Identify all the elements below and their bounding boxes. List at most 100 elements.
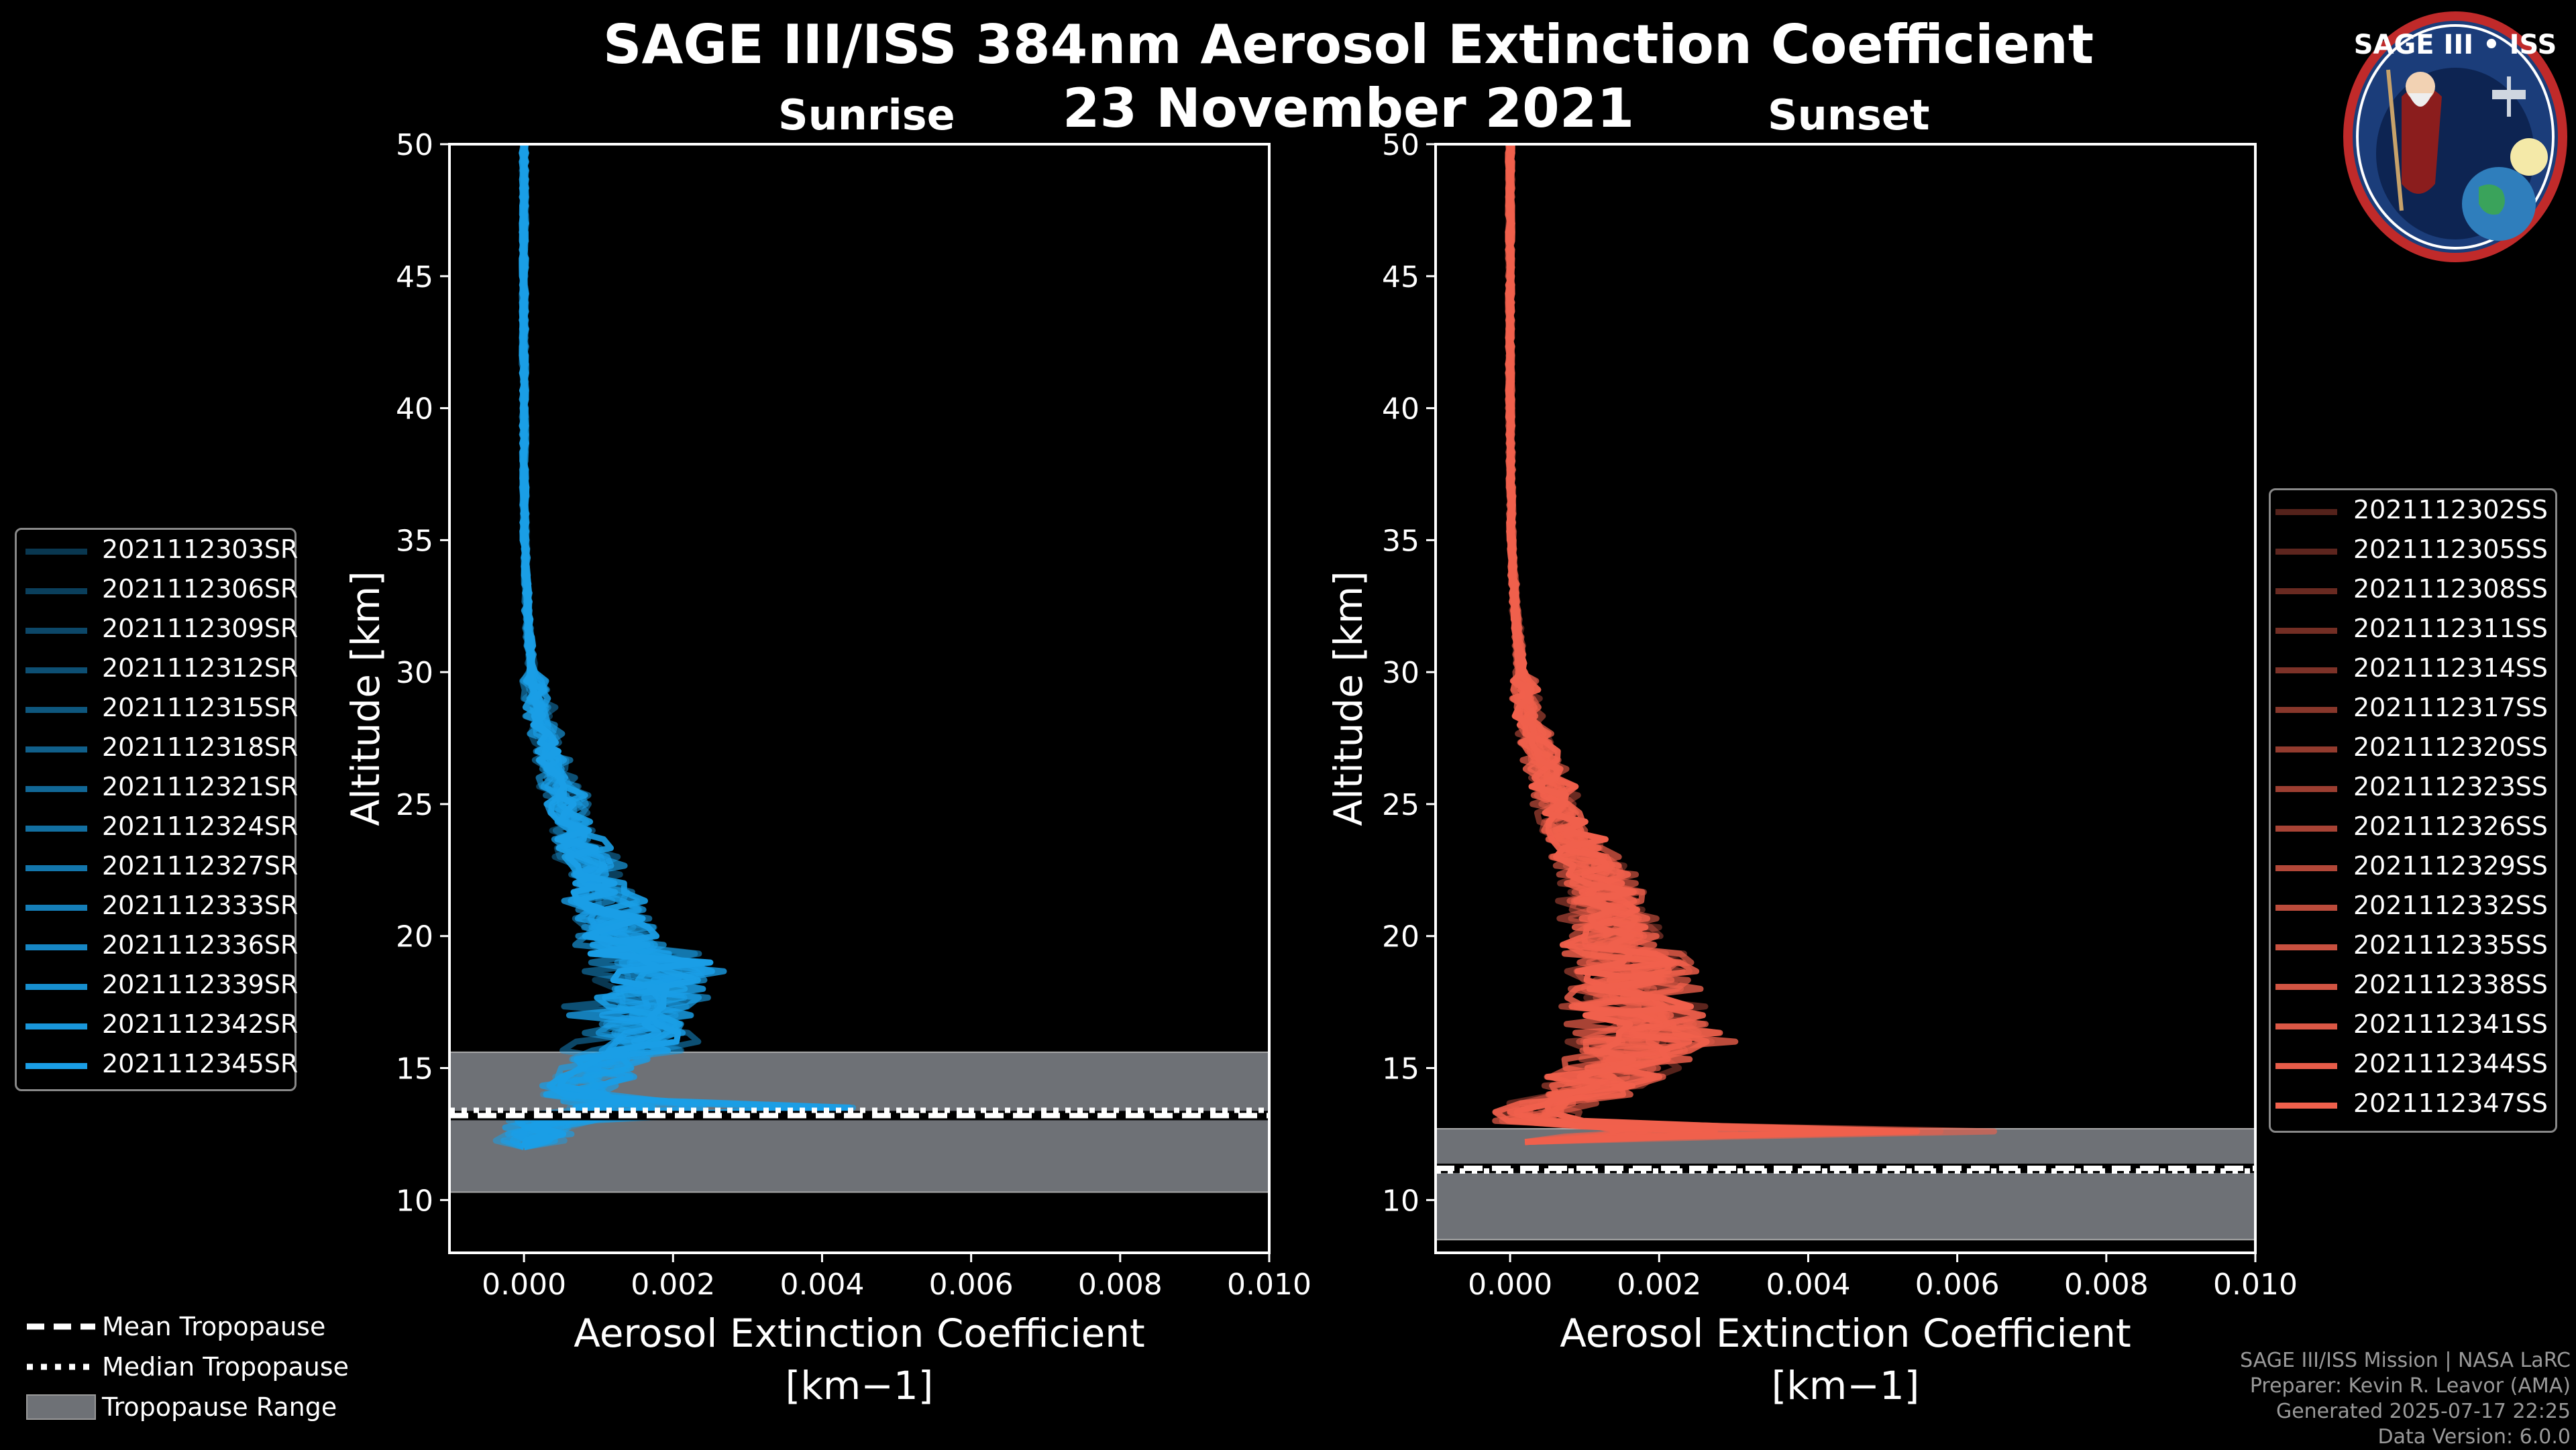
sunset-axes-frame	[1434, 143, 2257, 1254]
legend-item-2021112309SR: 2021112309SR	[102, 614, 299, 643]
sunset-ytick-label: 25	[1382, 788, 1419, 822]
sunrise-ytick-label: 45	[396, 260, 433, 294]
sunrise-xtick-label: 0.000	[482, 1268, 566, 1302]
sunrise-ytick-label: 15	[396, 1052, 433, 1086]
sunset-xtick-label: 0.006	[1915, 1268, 2000, 1302]
sunset-ytick-label: 45	[1382, 260, 1419, 294]
legend-item-2021112345SR: 2021112345SR	[102, 1049, 299, 1078]
legend-item-2021112333SR: 2021112333SR	[102, 891, 299, 920]
legend-swatch	[2275, 1063, 2337, 1069]
legend-swatch	[2275, 944, 2337, 950]
sunrise-xtick-label: 0.002	[631, 1268, 715, 1302]
sage-iss-logo: SAGE III • ISS	[2341, 9, 2569, 264]
sunset-profile-2021112347SS	[1505, 144, 1921, 1146]
legend-swatch	[25, 1023, 87, 1029]
sunset-ytick-label: 40	[1382, 392, 1419, 427]
sunrise-subtitle: Sunrise	[778, 91, 955, 140]
sunrise-plot: 10 15 20 25 30 35 40 45 50 0.000 0.002 0.004 0.006 0.…	[343, 128, 1311, 1408]
sunrise-xtick-label: 0.004	[780, 1268, 864, 1302]
sunrise-ytick-label: 30	[396, 656, 433, 690]
sunset-ylabel: Altitude [km]	[1326, 571, 1371, 826]
legend-swatch	[25, 588, 87, 594]
credits-mission: SAGE III/ISS Mission | NASA LaRC	[2240, 1349, 2571, 1372]
legend-item-2021112314SS: 2021112314SS	[2353, 653, 2548, 683]
sunrise-xtick-label: 0.006	[929, 1268, 1014, 1302]
legend-item-2021112327SR: 2021112327SR	[102, 851, 299, 881]
sunset-profiles	[1492, 144, 1997, 1146]
legend-item-2021112329SS: 2021112329SS	[2353, 851, 2548, 881]
legend-item-2021112302SS: 2021112302SS	[2353, 495, 2548, 524]
legend-swatch	[2275, 707, 2337, 713]
legend-item-2021112332SS: 2021112332SS	[2353, 891, 2548, 920]
sunset-ytick-label: 20	[1382, 920, 1419, 954]
sunset-xtick-label: 0.004	[1766, 1268, 1850, 1302]
legend-item-2021112342SR: 2021112342SR	[102, 1009, 299, 1039]
sunrise-ytick-label: 20	[396, 920, 433, 954]
tropopause-legend-swatches	[26, 1323, 96, 1420]
legend-swatch	[25, 707, 87, 713]
legend-swatch	[2275, 984, 2337, 990]
sunset-xtick-label: 0.010	[2213, 1268, 2298, 1302]
legend-swatch	[2275, 786, 2337, 792]
sunrise-ytick-label: 10	[396, 1184, 433, 1218]
sunset-xtick-label: 0.008	[2064, 1268, 2149, 1302]
sunrise-axes-frame	[448, 143, 1271, 1254]
legend-swatch	[2275, 549, 2337, 555]
credits-preparer: Preparer: Kevin R. Leavor (AMA)	[2249, 1374, 2571, 1398]
legend-swatch	[25, 826, 87, 832]
sunrise-xtick-label: 0.010	[1227, 1268, 1311, 1302]
legend-swatch	[2275, 905, 2337, 911]
sunset-xtick-label: 0.002	[1617, 1268, 1701, 1302]
legend-swatch	[2275, 1023, 2337, 1029]
sunrise-profiles	[492, 144, 857, 1151]
sunset-ytick-label: 10	[1382, 1184, 1419, 1218]
legend-median-tropopause: Median Tropopause	[102, 1352, 349, 1382]
legend-item-2021112341SS: 2021112341SS	[2353, 1009, 2548, 1039]
sunset-xlabel-unit: [km−1]	[1772, 1363, 1920, 1408]
sunrise-ytick-label: 25	[396, 788, 433, 822]
legend-mean-tropopause: Mean Tropopause	[102, 1312, 326, 1341]
credits-generated: Generated 2025-07-17 22:25	[2275, 1400, 2571, 1423]
legend-swatch	[25, 549, 87, 555]
sunset-ytick-label: 35	[1382, 524, 1419, 558]
legend-item-2021112326SS: 2021112326SS	[2353, 812, 2548, 841]
legend-item-2021112306SR: 2021112306SR	[102, 574, 299, 604]
sunset-profile-2021112338SS	[1505, 144, 1904, 1146]
legend-item-2021112315SR: 2021112315SR	[102, 693, 299, 722]
sunrise-ylabel: Altitude [km]	[343, 571, 388, 826]
legend-swatch	[2275, 1103, 2337, 1109]
legend-item-2021112338SS: 2021112338SS	[2353, 970, 2548, 999]
legend-swatch	[25, 628, 87, 634]
legend-item-2021112318SR: 2021112318SR	[102, 732, 299, 762]
sunset-profile-2021112311SS	[1505, 144, 1891, 1146]
legend-item-2021112324SR: 2021112324SR	[102, 812, 299, 841]
sunset-ytick-label: 50	[1382, 128, 1419, 162]
legend-item-2021112321SR: 2021112321SR	[102, 772, 299, 801]
legend-swatch	[2275, 667, 2337, 673]
legend-item-2021112323SS: 2021112323SS	[2353, 772, 2548, 801]
logo-text: SAGE III • ISS	[2354, 30, 2557, 60]
legend-swatch	[2275, 509, 2337, 515]
sunset-xlabel: Aerosol Extinction Coefficient	[1560, 1310, 2131, 1356]
sunset-xtick-label: 0.000	[1468, 1268, 1552, 1302]
sunset-plot: 10 15 20 25 30 35 40 45 50 0.000 0.002 0.004 0.006 0.…	[1326, 128, 2298, 1408]
legend-item-2021112344SS: 2021112344SS	[2353, 1049, 2548, 1078]
sunset-tropopause-range	[1436, 1128, 2255, 1241]
figure-title: SAGE III/ISS 384nm Aerosol Extinction Co…	[602, 13, 2094, 76]
legend-swatch	[2275, 826, 2337, 832]
legend-swatch	[2275, 588, 2337, 594]
sunrise-xtick-label: 0.008	[1078, 1268, 1163, 1302]
legend-item-2021112320SS: 2021112320SS	[2353, 732, 2548, 762]
legend-swatch	[25, 786, 87, 792]
sunrise-xlabel-unit: [km−1]	[786, 1363, 934, 1408]
sunrise-xlabel: Aerosol Extinction Coefficient	[574, 1310, 1145, 1356]
sunrise-profile-2021112345SR	[519, 144, 714, 1150]
sunrise-legend	[15, 528, 297, 1091]
sunrise-ytick-label: 40	[396, 392, 433, 427]
tropopause-legend: Mean Tropopause Median Tropopause Tropop…	[15, 1308, 390, 1429]
legend-item-2021112305SS: 2021112305SS	[2353, 535, 2548, 564]
legend-item-2021112347SS: 2021112347SS	[2353, 1089, 2548, 1118]
legend-tropopause-range: Tropopause Range	[102, 1392, 337, 1422]
credits-version: Data Version: 6.0.0	[2377, 1425, 2571, 1449]
